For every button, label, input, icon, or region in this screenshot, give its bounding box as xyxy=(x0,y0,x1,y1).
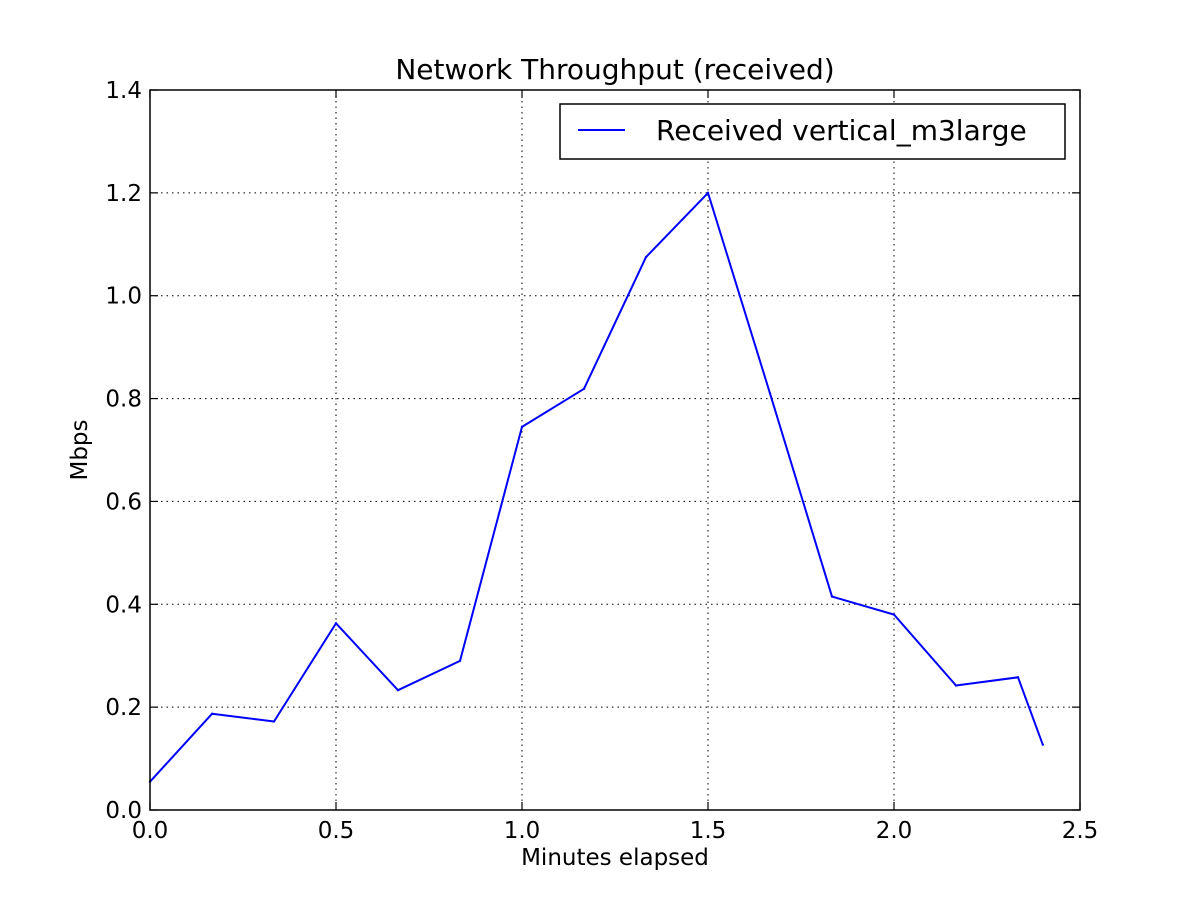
data-point xyxy=(644,255,648,259)
data-point xyxy=(582,387,586,390)
data-point xyxy=(272,720,276,723)
y-tick-label: 0.6 xyxy=(105,489,142,515)
data-point xyxy=(396,688,400,692)
data-point xyxy=(892,613,896,616)
data-point xyxy=(830,595,834,598)
data-point xyxy=(520,425,524,429)
data-point xyxy=(954,684,958,687)
data-point xyxy=(334,622,338,625)
axis-ticks: 0.0 0.5 1.0 1.5 2.0 2.5 0.0 0.2 0.4 0.6 0.8 1.0 1.2 1… xyxy=(105,78,1098,844)
legend: Received vertical_m3large xyxy=(559,103,1066,160)
data-point xyxy=(210,712,214,716)
y-tick-label: 0.4 xyxy=(105,592,142,618)
gridlines xyxy=(150,90,1080,810)
y-axis-label: Mbps xyxy=(67,419,93,480)
legend-box xyxy=(559,103,1066,160)
series-line xyxy=(149,191,1044,783)
x-tick-label: 0.5 xyxy=(318,818,355,844)
data-point xyxy=(1016,676,1020,679)
y-tick-label: 1.2 xyxy=(105,181,142,207)
x-axis-label: Minutes elapsed xyxy=(521,845,709,871)
plot-area-frame xyxy=(149,89,1081,811)
legend-label: Received vertical_m3large xyxy=(656,114,1027,147)
x-tick-label: 2.5 xyxy=(1062,818,1099,844)
y-tick-label: 1.0 xyxy=(105,284,142,310)
x-tick-label: 2.0 xyxy=(876,818,913,844)
y-tick-label: 0.2 xyxy=(105,695,142,721)
y-tick-label: 0.8 xyxy=(105,387,142,413)
x-tick-label: 1.5 xyxy=(690,818,727,844)
chart-title: Network Throughput (received) xyxy=(395,53,834,86)
data-point xyxy=(1041,743,1045,746)
y-tick-label: 0.0 xyxy=(105,798,142,824)
x-tick-label: 1.0 xyxy=(504,818,541,844)
data-point xyxy=(768,392,772,395)
x-tick-label: 0.0 xyxy=(132,818,169,844)
y-tick-label: 1.4 xyxy=(105,78,142,104)
series-layer xyxy=(148,191,1045,783)
data-point xyxy=(458,659,462,663)
data-point xyxy=(706,191,710,195)
